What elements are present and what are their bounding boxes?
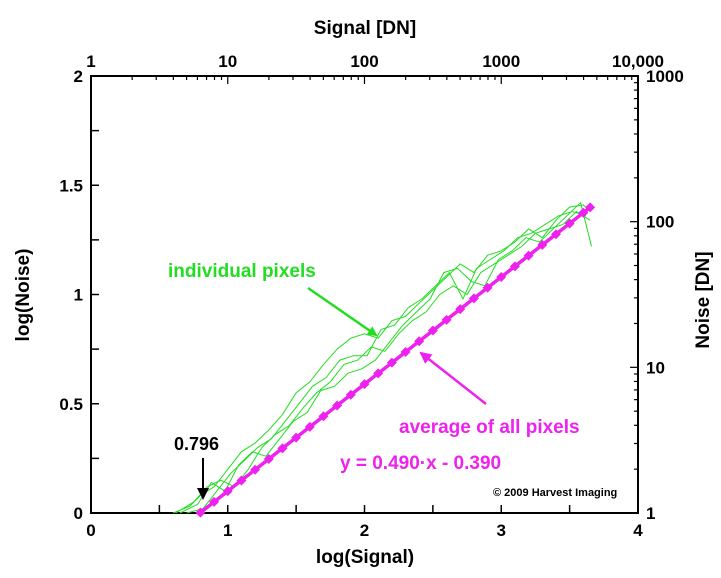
y-tick-label: 1.5 xyxy=(59,176,83,195)
equation-label: y = 0.490·x - 0.390 xyxy=(340,453,501,474)
x-tick-label: 0 xyxy=(86,521,95,540)
y-tick-label: 0.5 xyxy=(59,395,83,414)
average-arrow xyxy=(419,351,487,405)
average-point xyxy=(318,411,329,422)
y-tick-label: 1 xyxy=(74,286,83,305)
average-point xyxy=(468,293,479,304)
copyright-label: © 2009 Harvest Imaging xyxy=(493,487,617,499)
average-point xyxy=(550,229,561,240)
average-point xyxy=(195,507,206,518)
x-tick-label: 2 xyxy=(360,521,369,540)
average-label: average of all pixels xyxy=(399,417,580,438)
individual-pixel-line-1 xyxy=(172,204,591,514)
x-tick-label: 1 xyxy=(223,521,232,540)
x-axis-title: log(Signal) xyxy=(316,547,414,568)
x2-tick-label: 1 xyxy=(86,52,95,71)
average-point xyxy=(537,239,548,250)
average-point xyxy=(509,261,520,272)
average-point xyxy=(291,432,302,443)
average-point xyxy=(332,400,343,411)
average-point xyxy=(304,421,315,432)
average-point xyxy=(523,250,534,261)
average-point xyxy=(345,389,356,400)
average-point xyxy=(441,314,452,325)
y-axis-title: log(Noise) xyxy=(13,249,34,342)
x2-tick-label: 100 xyxy=(350,52,378,71)
y2-tick-label: 1000 xyxy=(646,67,684,86)
average-point xyxy=(209,496,220,507)
average-point xyxy=(564,218,575,229)
average-point xyxy=(386,357,397,368)
average-point xyxy=(359,379,370,390)
average-point xyxy=(455,304,466,315)
average-point xyxy=(373,368,384,379)
average-point xyxy=(578,207,589,218)
x2-axis-title: Signal [DN] xyxy=(314,18,416,39)
y2-tick-label: 10 xyxy=(646,358,665,377)
individual-pixel-line-2 xyxy=(175,210,591,514)
average-point xyxy=(427,325,438,336)
individual-pixels-label: individual pixels xyxy=(168,261,316,282)
individual-pixel-line-4 xyxy=(186,210,587,514)
individual-pixels-arrow xyxy=(307,286,378,337)
average-point xyxy=(222,486,233,497)
x-intercept-label: 0.796 xyxy=(174,434,219,454)
average-point xyxy=(482,282,493,293)
x2-tick-label: 10 xyxy=(218,52,237,71)
individual-pixel-line-3 xyxy=(179,201,592,514)
y-tick-label: 0 xyxy=(74,504,83,523)
x2-tick-label: 1000 xyxy=(482,52,520,71)
y2-tick-label: 1 xyxy=(646,504,655,523)
series-group xyxy=(172,201,596,518)
average-point xyxy=(400,346,411,357)
average-point xyxy=(263,454,274,465)
average-point xyxy=(496,272,507,283)
y2-axis-title: Noise [DN] xyxy=(693,251,714,348)
x-tick-label: 3 xyxy=(497,521,506,540)
ticks-group xyxy=(90,75,639,514)
average-point xyxy=(414,336,425,347)
y2-tick-label: 100 xyxy=(646,213,674,232)
x-tick-label: 4 xyxy=(633,521,643,540)
average-point xyxy=(236,475,247,486)
average-point xyxy=(585,202,596,213)
average-point xyxy=(277,443,288,454)
x2-tick-label: 10,000 xyxy=(612,52,664,71)
average-point xyxy=(250,464,261,475)
y-tick-label: 2 xyxy=(74,67,83,86)
